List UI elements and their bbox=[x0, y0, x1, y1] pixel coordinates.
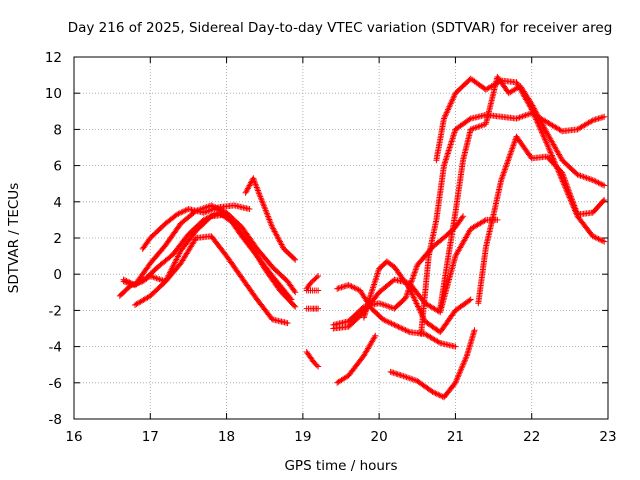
x-tick-label: 17 bbox=[142, 429, 159, 445]
x-tick-label: 20 bbox=[371, 429, 388, 445]
x-tick-label: 23 bbox=[599, 429, 616, 445]
data-points bbox=[387, 327, 478, 401]
axis-ticks: 16 17 18 19 20 21 22 23 -8 -6 -4 -2 0 2 4 6 8 10 12 bbox=[45, 50, 617, 445]
series-arc-m bbox=[334, 282, 459, 350]
series-arc-j bbox=[303, 287, 322, 294]
y-tick-label: 4 bbox=[53, 195, 62, 211]
x-axis-label: GPS time / hours bbox=[284, 458, 397, 474]
data-points bbox=[334, 332, 379, 386]
series-arc-t bbox=[475, 133, 608, 307]
series-arc-p bbox=[387, 327, 478, 401]
data-points bbox=[303, 349, 322, 370]
y-tick-label: -8 bbox=[49, 412, 62, 428]
series-arc-h bbox=[303, 349, 322, 370]
data-points bbox=[437, 73, 608, 312]
x-tick-label: 22 bbox=[523, 429, 540, 445]
y-tick-label: -4 bbox=[49, 340, 62, 356]
y-tick-label: 2 bbox=[53, 231, 62, 247]
data-marks bbox=[116, 73, 608, 401]
y-tick-label: 8 bbox=[53, 122, 62, 138]
series-arc-f bbox=[242, 175, 299, 263]
y-tick-label: 12 bbox=[45, 50, 62, 66]
chart-title: Day 216 of 2025, Sidereal Day-to-day VTE… bbox=[68, 20, 613, 36]
series-arc-o bbox=[334, 332, 379, 386]
x-tick-label: 18 bbox=[218, 429, 235, 445]
series-arc-s bbox=[437, 73, 608, 312]
series-arc-i bbox=[303, 305, 322, 312]
x-tick-label: 21 bbox=[447, 429, 464, 445]
y-tick-label: 6 bbox=[53, 159, 62, 175]
data-points bbox=[303, 305, 322, 312]
x-tick-label: 19 bbox=[294, 429, 311, 445]
grid bbox=[74, 57, 608, 419]
data-points bbox=[139, 202, 253, 252]
y-tick-label: -6 bbox=[49, 376, 62, 392]
y-tick-label: 10 bbox=[45, 86, 62, 102]
data-points bbox=[334, 282, 459, 350]
data-points bbox=[475, 133, 608, 307]
data-points bbox=[242, 175, 299, 263]
series-arc-e bbox=[139, 202, 253, 252]
data-points bbox=[418, 110, 608, 337]
x-tick-label: 16 bbox=[65, 429, 82, 445]
plot-frame bbox=[73, 56, 609, 420]
y-tick-label: -2 bbox=[49, 303, 62, 319]
series-arc-q bbox=[418, 110, 608, 337]
data-points bbox=[132, 211, 295, 308]
y-tick-label: 0 bbox=[53, 267, 62, 283]
y-axis-label: SDTVAR / TECUs bbox=[6, 183, 22, 293]
data-points bbox=[303, 287, 322, 294]
series-arc-d bbox=[132, 211, 295, 308]
